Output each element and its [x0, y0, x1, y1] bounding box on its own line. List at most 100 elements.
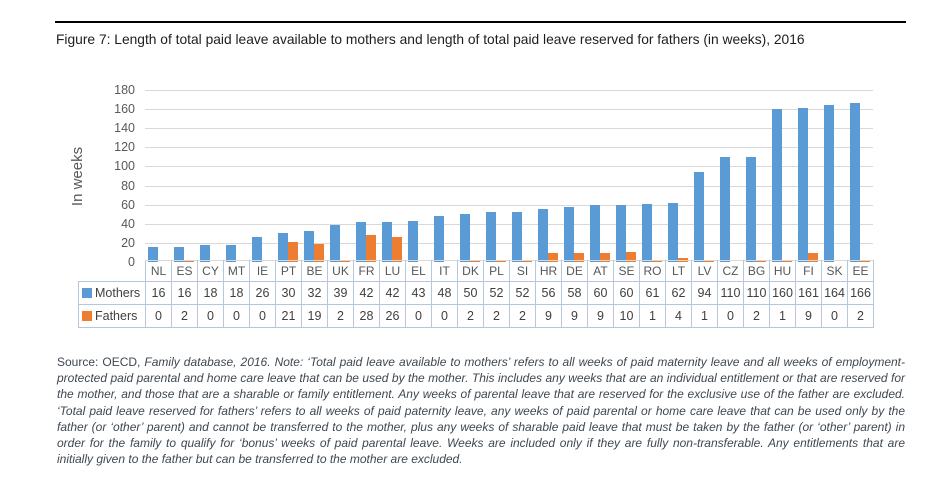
mothers-value-cell-lt: 62 [665, 281, 692, 305]
mothers-value-cell-cy: 18 [197, 281, 224, 305]
bar-group-lv [691, 90, 717, 262]
y-tick-label: 140 [114, 121, 135, 136]
note-source-label: Source: [57, 355, 99, 369]
mothers-bar [278, 233, 288, 262]
y-tick-label: 20 [121, 235, 135, 250]
fathers-bar [600, 253, 610, 262]
category-cell-bg: BG [743, 260, 770, 282]
mothers-value-cell-si: 52 [509, 281, 536, 305]
fathers-value-cell-ee: 2 [847, 304, 874, 328]
mothers-bar [720, 156, 730, 262]
bar-group-fi [795, 90, 821, 262]
bar-group-hu [769, 90, 795, 262]
bar-group-it [431, 90, 457, 262]
bar-group-ie [249, 90, 275, 262]
bar-group-pt [275, 90, 301, 262]
mothers-bar [538, 208, 548, 262]
mothers-bar [226, 244, 236, 262]
fathers-value-cell-hu: 1 [769, 304, 796, 328]
mothers-bar [460, 214, 470, 262]
fathers-value-cell-dk: 2 [457, 304, 484, 328]
bar-group-es [171, 90, 197, 262]
fathers-value-cell-lv: 1 [691, 304, 718, 328]
mothers-value-cell-sk: 164 [821, 281, 848, 305]
mothers-value-cell-el: 43 [405, 281, 432, 305]
gridline [145, 166, 873, 168]
category-cell-dk: DK [457, 260, 484, 282]
bar-group-bg [743, 90, 769, 262]
mothers-bar [642, 203, 652, 262]
category-cell-cy: CY [197, 260, 224, 282]
category-cell-be: BE [301, 260, 328, 282]
mothers-value-cell-nl: 16 [145, 281, 172, 305]
mothers-bar [330, 224, 340, 262]
fathers-value-cell-fr: 28 [353, 304, 380, 328]
plot-area [145, 90, 873, 262]
category-cell-ie: IE [249, 260, 276, 282]
legend-label-fathers: Fathers [95, 309, 138, 323]
mothers-bar [252, 237, 262, 262]
fathers-value-cell-ie: 0 [249, 304, 276, 328]
bar-group-nl [145, 90, 171, 262]
bar-group-uk [327, 90, 353, 262]
mothers-value-cell-ro: 61 [639, 281, 666, 305]
y-tick-label: 0 [128, 255, 135, 269]
mothers-bar [590, 204, 600, 262]
mothers-value-cell-dk: 50 [457, 281, 484, 305]
bar-group-dk [457, 90, 483, 262]
category-cell-el: EL [405, 260, 432, 282]
fathers-value-cell-se: 10 [613, 304, 640, 328]
mothers-bar [434, 216, 444, 262]
bar-group-sk [821, 90, 847, 262]
category-cell-lu: LU [379, 260, 406, 282]
bar-group-lt [665, 90, 691, 262]
mothers-value-cell-ie: 26 [249, 281, 276, 305]
fathers-value-cell-be: 19 [301, 304, 328, 328]
mothers-value-cell-hu: 160 [769, 281, 796, 305]
mothers-value-cell-ee: 166 [847, 281, 874, 305]
bar-group-lu [379, 90, 405, 262]
gridline [145, 223, 873, 225]
fathers-value-cell-pt: 21 [275, 304, 302, 328]
mothers-bar [564, 206, 574, 262]
category-cell-fi: FI [795, 260, 822, 282]
gridline [145, 128, 873, 130]
fathers-value-cell-el: 0 [405, 304, 432, 328]
mothers-bar [304, 231, 314, 262]
fathers-value-cell-lt: 4 [665, 304, 692, 328]
mothers-bar [824, 105, 834, 262]
mothers-value-cell-pl: 52 [483, 281, 510, 305]
mothers-value-cell-fr: 42 [353, 281, 380, 305]
fathers-value-cell-ro: 1 [639, 304, 666, 328]
mothers-value-cell-fi: 161 [795, 281, 822, 305]
mothers-bar [148, 246, 158, 262]
y-axis-title-text: In weeks [69, 146, 87, 206]
data-table: NL ES CY MT IE PT BE UK FR LU EL IT DK PL SI HR DE AT SE RO… [78, 260, 874, 328]
category-cell-hu: HU [769, 260, 796, 282]
mothers-value-cell-de: 58 [561, 281, 588, 305]
bar-group-at [587, 90, 613, 262]
fathers-value-cell-at: 9 [587, 304, 614, 328]
fathers-value-cell-nl: 0 [145, 304, 172, 328]
fathers-bar [548, 253, 558, 262]
fathers-value-cell-bg: 2 [743, 304, 770, 328]
category-cell-ro: RO [639, 260, 666, 282]
category-cell-hr: HR [535, 260, 562, 282]
fathers-value-cell-es: 2 [171, 304, 198, 328]
mothers-value-cell-uk: 39 [327, 281, 354, 305]
y-tick-label: 40 [121, 216, 135, 231]
fathers-value-cell-uk: 2 [327, 304, 354, 328]
category-cell-de: DE [561, 260, 588, 282]
fathers-value-cell-hr: 9 [535, 304, 562, 328]
fathers-value-cell-it: 0 [431, 304, 458, 328]
mothers-value-cell-se: 60 [613, 281, 640, 305]
mothers-bar [408, 220, 418, 262]
mothers-bar [382, 221, 392, 262]
fathers-bar [314, 243, 324, 262]
fathers-value-cell-cz: 0 [717, 304, 744, 328]
bar-group-be [301, 90, 327, 262]
bar-group-se [613, 90, 639, 262]
category-cell-uk: UK [327, 260, 354, 282]
fathers-value-cell-mt: 0 [223, 304, 250, 328]
